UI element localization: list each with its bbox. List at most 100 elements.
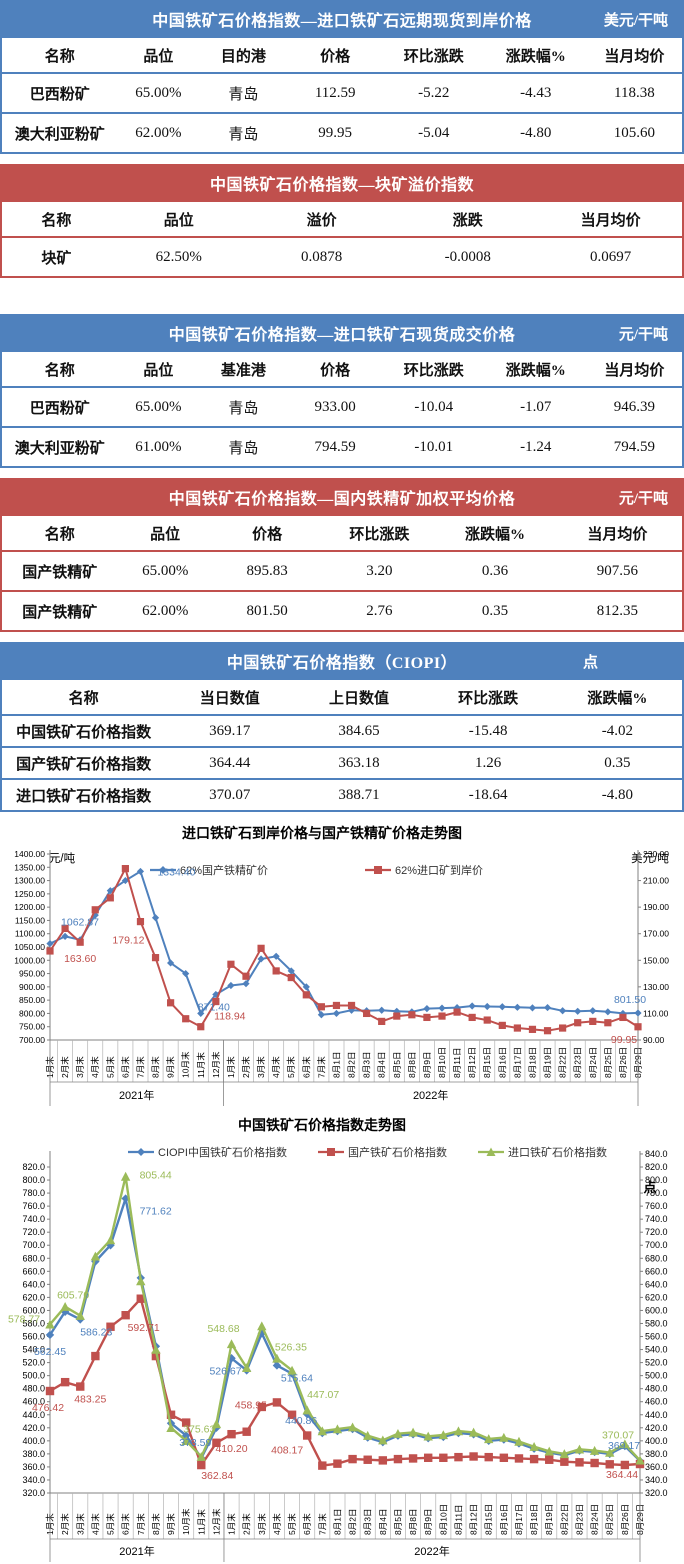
svg-text:元/吨: 元/吨 — [49, 852, 76, 865]
row-name-cell: 国产铁矿石价格指数 — [16, 756, 152, 773]
value-cell: -5.22 — [418, 84, 450, 101]
value-cell: -4.80 — [520, 124, 552, 141]
column-header: 上日数值 — [328, 690, 389, 707]
svg-text:8月2日: 8月2日 — [348, 1509, 358, 1535]
svg-text:760.0: 760.0 — [22, 1201, 45, 1211]
svg-text:国产铁矿石价格指数: 国产铁矿石价格指数 — [348, 1145, 447, 1159]
svg-text:515.64: 515.64 — [281, 1372, 313, 1384]
svg-text:700.00: 700.00 — [19, 1035, 45, 1045]
row-name-cell: 中国铁矿石价格指数 — [16, 724, 152, 741]
row-name-cell: 巴西粉矿 — [29, 400, 90, 417]
svg-text:360.0: 360.0 — [22, 1462, 45, 1472]
svg-text:163.60: 163.60 — [64, 953, 96, 965]
value-cell: 794.59 — [314, 438, 356, 455]
table-title: 中国铁矿石价格指数—进口铁矿石现货成交价格 — [168, 327, 516, 344]
value-cell: 895.83 — [246, 562, 288, 579]
svg-text:进口铁矿石到岸价格与国产铁精矿价格走势图: 进口铁矿石到岸价格与国产铁精矿价格走势图 — [182, 825, 462, 841]
svg-text:7月末: 7月末 — [317, 1513, 327, 1535]
svg-text:8月末: 8月末 — [151, 1513, 161, 1535]
value-cell: 0.35 — [481, 602, 509, 619]
svg-text:410.20: 410.20 — [215, 1443, 247, 1455]
svg-text:660.0: 660.0 — [645, 1266, 668, 1276]
svg-text:320.0: 320.0 — [645, 1488, 668, 1498]
svg-text:700.0: 700.0 — [645, 1240, 668, 1250]
value-cell: -1.07 — [520, 398, 552, 415]
svg-text:400.0: 400.0 — [645, 1436, 668, 1446]
svg-text:8月16日: 8月16日 — [499, 1504, 509, 1535]
column-header: 当月均价 — [604, 362, 665, 379]
svg-text:8月15日: 8月15日 — [482, 1047, 492, 1078]
svg-text:360.0: 360.0 — [645, 1462, 668, 1472]
svg-text:8月12日: 8月12日 — [469, 1504, 479, 1535]
table-unit-label: 美元/干吨 — [603, 12, 668, 29]
table-header-row: 名称 品位 溢价 涨跌 当月均价 — [2, 202, 682, 236]
svg-text:660.0: 660.0 — [22, 1266, 45, 1276]
svg-text:5月末: 5月末 — [105, 1056, 115, 1078]
column-header: 环比涨跌 — [403, 362, 464, 379]
svg-text:900.00: 900.00 — [19, 982, 45, 992]
svg-text:950.00: 950.00 — [19, 969, 45, 979]
value-cell: -5.04 — [418, 124, 450, 141]
table-title-bar: 中国铁矿石价格指数—国内铁精矿加权平均价格 元/干吨 — [2, 478, 682, 516]
svg-text:8月9日: 8月9日 — [423, 1509, 433, 1535]
value-cell: 62.50% — [155, 248, 202, 265]
svg-text:400.0: 400.0 — [22, 1436, 45, 1446]
svg-text:620.0: 620.0 — [22, 1292, 45, 1302]
svg-text:600.0: 600.0 — [645, 1305, 668, 1315]
svg-text:4月末: 4月末 — [271, 1056, 281, 1078]
svg-text:8月8日: 8月8日 — [408, 1509, 418, 1535]
value-cell: 0.0697 — [589, 248, 632, 265]
svg-text:8月5日: 8月5日 — [393, 1509, 403, 1535]
value-cell: -4.80 — [601, 786, 633, 803]
value-cell: -0.0008 — [444, 248, 491, 265]
svg-text:6月末: 6月末 — [302, 1513, 312, 1535]
table-unit-label: 元/干吨 — [618, 326, 668, 343]
svg-text:373.59: 373.59 — [179, 1437, 211, 1449]
value-cell: 105.60 — [613, 124, 655, 141]
svg-text:680.0: 680.0 — [22, 1253, 45, 1263]
table-title: 中国铁矿石价格指数—块矿溢价指数 — [209, 177, 474, 194]
svg-text:740.0: 740.0 — [645, 1214, 668, 1224]
value-cell: 0.35 — [604, 754, 631, 771]
svg-text:90.00: 90.00 — [643, 1035, 665, 1045]
svg-text:进口铁矿石价格指数: 进口铁矿石价格指数 — [508, 1145, 607, 1159]
svg-text:8月1日: 8月1日 — [332, 1509, 342, 1535]
svg-text:10月末: 10月末 — [181, 1508, 191, 1535]
svg-text:点: 点 — [643, 1180, 656, 1195]
value-cell: 65.00% — [142, 562, 189, 579]
svg-text:605.70: 605.70 — [57, 1290, 89, 1302]
svg-text:8月9日: 8月9日 — [422, 1052, 432, 1078]
svg-text:8月19日: 8月19日 — [543, 1047, 553, 1078]
svg-text:600.0: 600.0 — [22, 1305, 45, 1315]
svg-text:1350.00: 1350.00 — [14, 862, 45, 872]
svg-text:中国铁矿石价格指数走势图: 中国铁矿石价格指数走势图 — [238, 1117, 406, 1133]
column-header: 涨跌幅% — [505, 362, 566, 379]
table-title: 中国铁矿石价格指数—进口铁矿石远期现货到岸价格 — [152, 13, 532, 30]
svg-text:440.0: 440.0 — [645, 1410, 668, 1420]
value-cell: 118.38 — [614, 84, 655, 101]
svg-text:5月末: 5月末 — [286, 1056, 296, 1078]
svg-text:447.07: 447.07 — [307, 1389, 339, 1401]
table-unit-label: 元/干吨 — [618, 490, 668, 507]
value-cell: 0.36 — [481, 562, 509, 579]
value-cell: 388.71 — [338, 786, 380, 803]
svg-text:362.84: 362.84 — [201, 1470, 233, 1482]
svg-text:364.44: 364.44 — [606, 1469, 638, 1481]
row-name-cell: 块矿 — [41, 250, 72, 267]
svg-text:8月5日: 8月5日 — [392, 1052, 402, 1078]
svg-text:9月末: 9月末 — [166, 1056, 176, 1078]
svg-text:8月4日: 8月4日 — [377, 1052, 387, 1078]
svg-text:8月4日: 8月4日 — [378, 1509, 388, 1535]
price-table-4: 中国铁矿石价格指数—国内铁精矿加权平均价格 元/干吨 名称 品位 价格 环比涨跌 涨跌幅% 当… — [0, 478, 684, 632]
svg-text:8月1日: 8月1日 — [331, 1052, 341, 1078]
svg-text:476.42: 476.42 — [32, 1402, 64, 1414]
svg-text:340.0: 340.0 — [645, 1475, 668, 1485]
svg-text:560.0: 560.0 — [22, 1332, 45, 1342]
column-header: 环比涨跌 — [349, 526, 410, 543]
column-header: 名称 — [44, 48, 75, 65]
table-row: 巴西粉矿 65.00% 青岛 933.00 -10.04 -1.07 946.39 — [2, 386, 682, 426]
svg-text:850.00: 850.00 — [19, 995, 45, 1005]
svg-text:6月末: 6月末 — [301, 1056, 311, 1078]
svg-text:7月末: 7月末 — [136, 1513, 146, 1535]
